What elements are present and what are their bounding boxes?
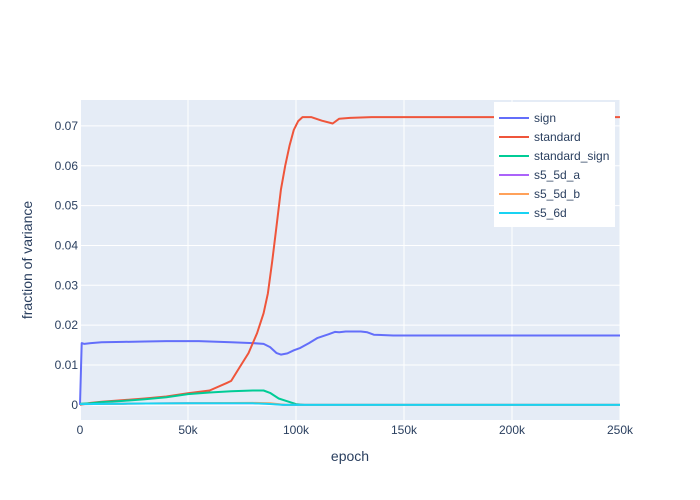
legend-label: standard: [534, 130, 581, 144]
y-tick-label: 0.04: [55, 238, 79, 252]
series-group: [79, 116, 620, 406]
legend-label: s5_5d_b: [534, 187, 580, 201]
x-tick-label: 200k: [499, 423, 526, 437]
x-axis-title: epoch: [331, 448, 369, 464]
y-tick-label: 0.05: [55, 199, 79, 213]
y-axis-ticks: 0 0.01 0.02 0.03 0.04 0.05 0.06 0.07: [55, 119, 79, 412]
legend-box: [494, 102, 615, 227]
legend-label: s5_6d: [534, 206, 567, 220]
x-tick-label: 50k: [178, 423, 198, 437]
y-axis-title: fraction of variance: [19, 201, 35, 319]
legend-label: sign: [534, 111, 556, 125]
x-tick-label: 100k: [283, 423, 310, 437]
series-line-s5-6d: [79, 402, 620, 406]
x-tick-label: 0: [77, 423, 84, 437]
y-tick-label: 0.02: [55, 318, 79, 332]
y-tick-label: 0.07: [55, 119, 79, 133]
y-tick-label: 0.06: [55, 159, 79, 173]
legend-label: standard_sign: [534, 149, 609, 163]
series-line-sign: [79, 330, 620, 405]
legend-label: s5_5d_a: [534, 168, 580, 182]
legend: sign standard standard_sign s5_5d_a s5_5d_bs…: [494, 102, 615, 227]
x-tick-label: 150k: [391, 423, 418, 437]
y-tick-label: 0: [71, 398, 78, 412]
y-tick-label: 0.03: [55, 278, 79, 292]
y-tick-label: 0.01: [55, 358, 79, 372]
x-tick-label: 250k: [607, 423, 634, 437]
x-axis-ticks: 0 50k 100k 150k 200k 250k: [77, 423, 634, 437]
